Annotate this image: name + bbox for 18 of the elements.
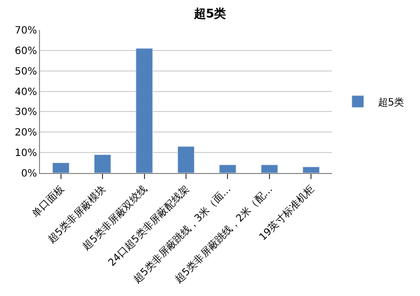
- y-tick-label: 70%: [14, 26, 37, 36]
- bar: [136, 48, 153, 173]
- x-tick-label: 单口面板: [30, 183, 67, 220]
- y-tick-label: 50%: [14, 66, 37, 78]
- y-tick-label: 0%: [21, 168, 37, 180]
- bar: [94, 154, 112, 173]
- bar: [219, 164, 236, 173]
- y-tick-label: 10%: [14, 148, 37, 160]
- y-tick-label: 20%: [14, 128, 37, 139]
- legend-label: 超5类: [378, 96, 404, 108]
- bar: [52, 162, 70, 173]
- chart-title: 超5类: [192, 6, 226, 20]
- y-tick-label: 30%: [14, 107, 37, 118]
- y-tick-label: 40%: [14, 86, 37, 98]
- bar: [177, 146, 195, 173]
- bar: [302, 166, 320, 173]
- bar: [260, 164, 278, 173]
- y-tick-label: 60%: [14, 46, 37, 57]
